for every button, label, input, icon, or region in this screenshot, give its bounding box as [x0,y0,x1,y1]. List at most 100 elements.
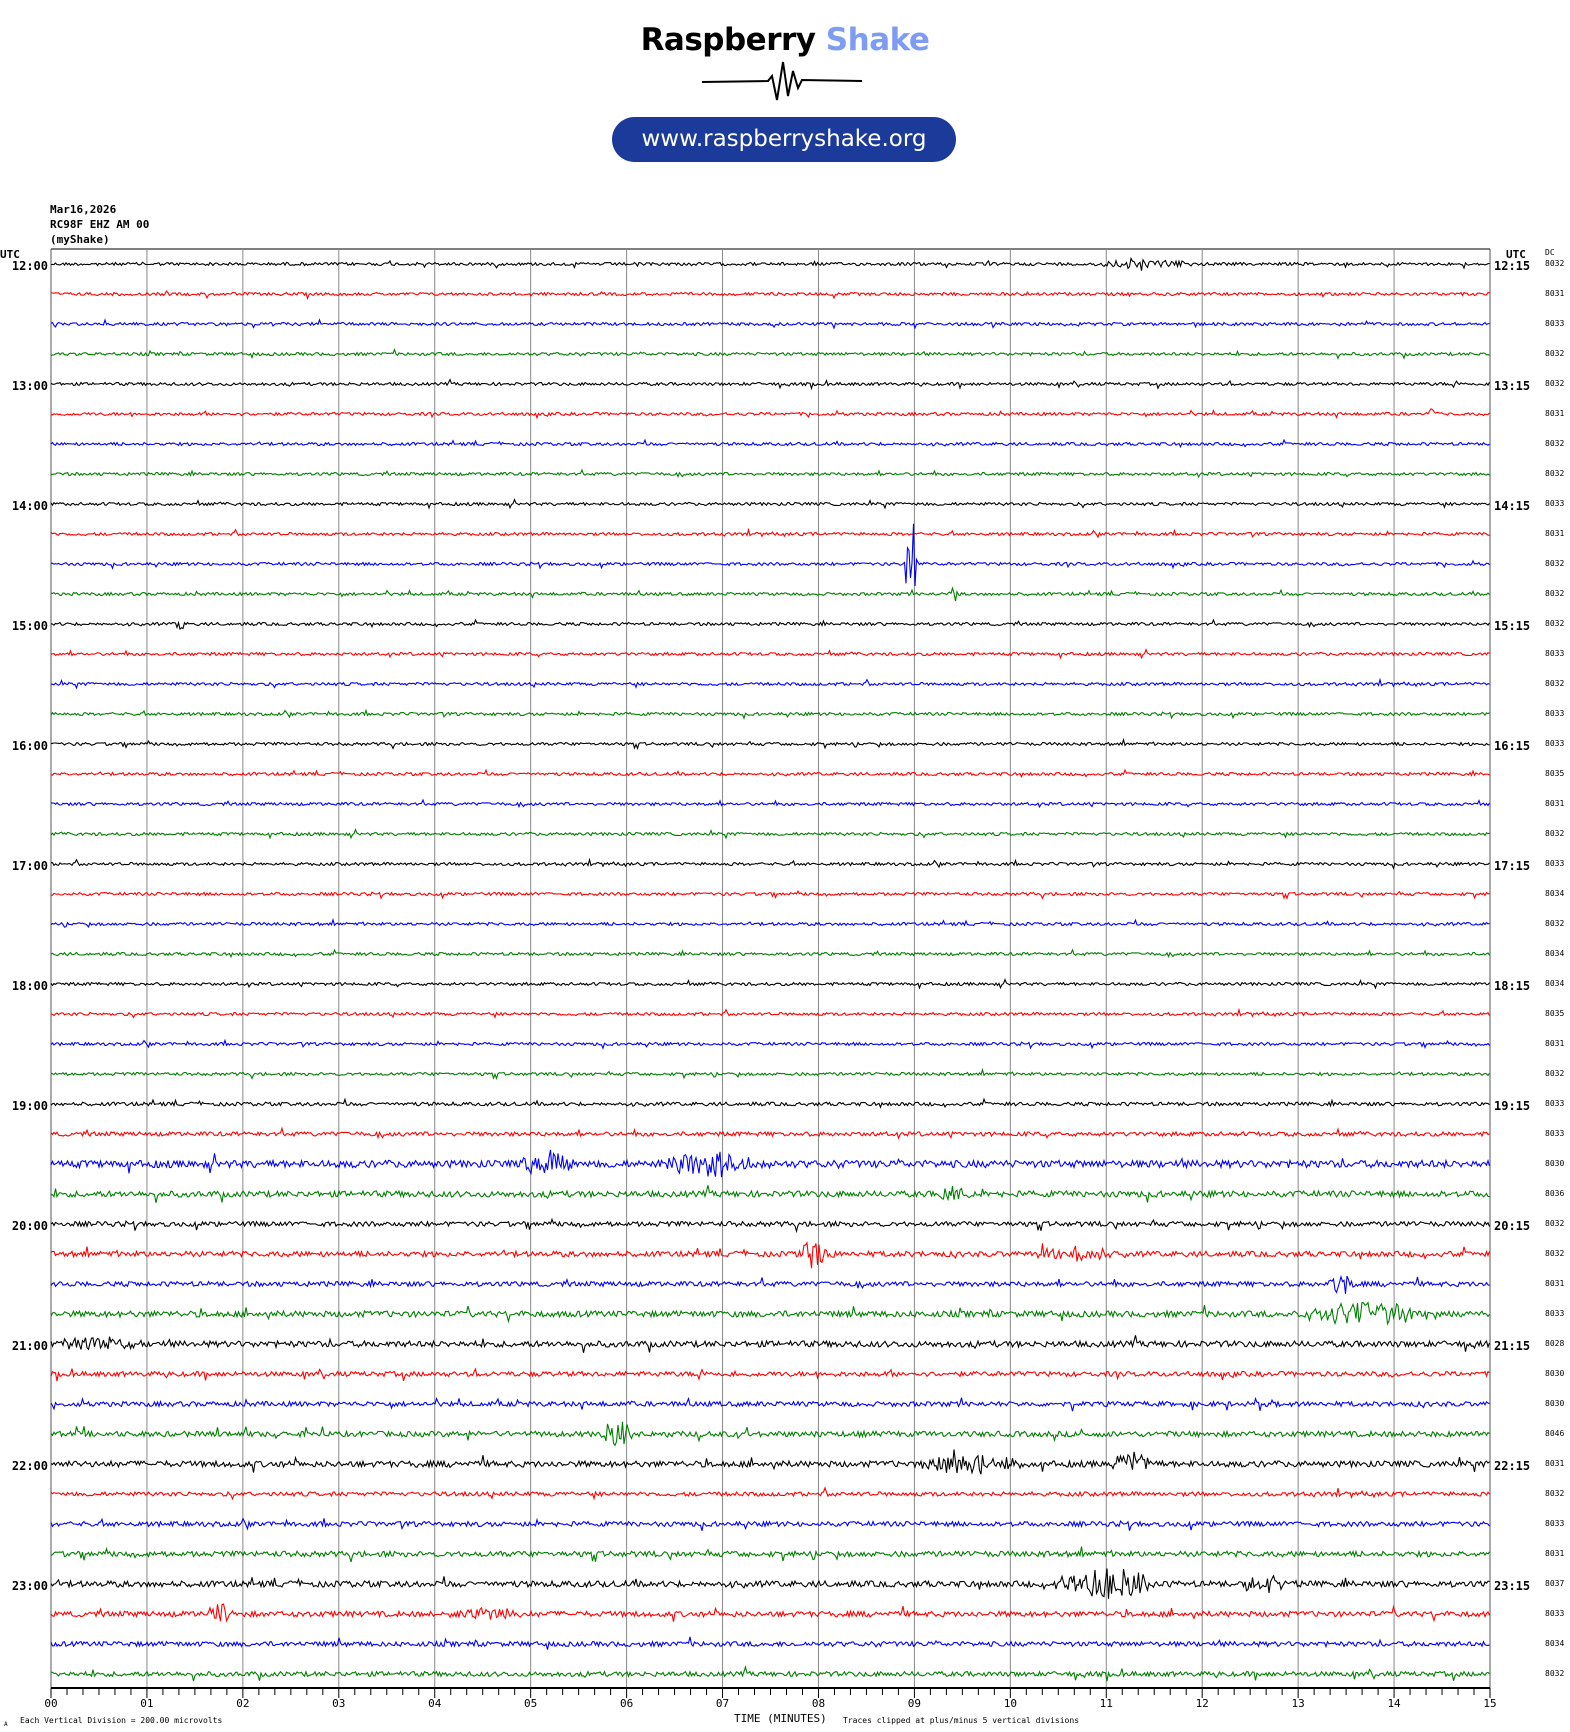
seismic-trace [50,648,1490,660]
dc-value: 8031 [1545,289,1565,298]
dc-value: 8031 [1545,1459,1565,1468]
left-time-label: 16:00 [11,739,48,753]
seismic-trace [50,1097,1490,1109]
dc-value: 8033 [1545,649,1565,658]
dc-value: 8030 [1545,1369,1565,1378]
dc-value: 8032 [1545,1489,1565,1498]
seismic-trace [50,1486,1490,1501]
seismic-trace [50,1007,1490,1019]
left-time-label: 20:00 [11,1219,48,1233]
dc-value: 8033 [1545,1099,1565,1108]
dc-value: 8032 [1545,1669,1565,1678]
station-label: RC98F EHZ AM 00 [50,218,150,231]
dc-value: 8032 [1545,1069,1565,1078]
logo-wordmark: Raspberry Shake [0,22,1570,58]
seismic-trace [50,618,1490,631]
dc-value: 8032 [1545,439,1565,448]
x-tick-label: 04 [428,1697,442,1710]
date-label: Mar16,2026 [50,203,117,216]
dc-value: 8032 [1545,469,1565,478]
dc-value: 8031 [1545,409,1565,418]
left-time-label: 22:00 [11,1459,48,1473]
seismic-trace [50,523,1490,587]
dc-value: 8035 [1545,1009,1565,1018]
x-tick-label: 03 [332,1697,346,1710]
seismic-trace [51,1664,1490,1682]
dc-value: 8032 [1545,829,1565,838]
x-tick-label: 01 [140,1697,154,1710]
seismic-trace [50,1274,1490,1294]
right-utc-label: UTC [1506,248,1526,261]
dc-value: 8028 [1545,1339,1565,1348]
dc-value: 8033 [1545,499,1565,508]
right-time-label: 20:15 [1494,1219,1531,1233]
x-tick-label: 11 [1099,1697,1113,1710]
x-tick-label: 10 [1003,1697,1017,1710]
right-time-label: 23:15 [1494,1579,1531,1593]
seismic-trace [50,1067,1490,1080]
dc-value: 8034 [1545,1639,1565,1648]
dc-value: 8032 [1545,1219,1565,1228]
dc-value: 8033 [1545,1309,1565,1318]
dc-value: 8033 [1545,859,1565,868]
left-time-label: 14:00 [11,499,48,513]
dc-value: 8031 [1545,799,1565,808]
dc-value: 8032 [1545,589,1565,598]
seismic-trace [50,527,1490,539]
x-tick-label: 09 [907,1697,922,1710]
dc-value: 8034 [1545,979,1565,988]
seismic-trace [50,378,1490,391]
seismic-trace [50,408,1490,420]
left-time-label: 21:00 [11,1339,48,1353]
dc-value: 8033 [1545,739,1565,748]
seismic-trace [50,318,1490,330]
seismic-trace [50,1546,1490,1563]
dc-value: 8034 [1545,889,1565,898]
seismic-trace [50,677,1490,690]
right-time-label: 17:15 [1494,859,1531,873]
dc-value: 8031 [1545,1039,1565,1048]
right-time-label: 19:15 [1494,1099,1531,1113]
seismic-trace [50,917,1490,928]
seismic-trace [50,498,1490,510]
dc-value: 8032 [1545,679,1565,688]
right-time-label: 22:15 [1494,1459,1531,1473]
dc-value: 8035 [1545,769,1565,778]
dc-value: 8034 [1545,949,1565,958]
seismic-trace [50,1517,1490,1531]
dc-value: 8033 [1545,709,1565,718]
seismic-trace [50,768,1490,779]
seismic-trace [50,1367,1490,1382]
scale-note: Each Vertical Division = 200.00 microvol… [20,1716,223,1725]
dc-value: 8030 [1545,1399,1565,1408]
logo-word-raspberry: Raspberry [640,22,816,58]
seismic-trace [50,737,1490,750]
seismic-trace [50,1568,1490,1599]
dc-value: 8031 [1545,1549,1565,1558]
left-time-label: 23:00 [11,1579,48,1593]
website-link[interactable]: www.raspberryshake.org [612,117,956,162]
right-time-label: 12:15 [1494,259,1531,273]
seismic-trace [50,1038,1490,1050]
seismic-trace [50,798,1490,809]
seismic-trace [50,586,1490,602]
right-time-label: 14:15 [1494,499,1531,513]
seismic-trace [51,857,1490,870]
x-tick-label: 07 [715,1697,730,1710]
seismic-trace [50,1217,1491,1234]
x-tick-label: 08 [811,1697,826,1710]
clip-note: Traces clipped at plus/minus 5 vertical … [843,1716,1080,1725]
dc-value: 8032 [1545,379,1565,388]
network-label: (myShake) [50,233,110,246]
x-tick-label: 15 [1483,1697,1497,1710]
seismic-trace [50,828,1490,840]
left-time-label: 15:00 [11,619,48,633]
seismic-trace [50,1636,1490,1650]
seismic-trace [50,290,1490,301]
left-time-label: 12:00 [11,259,48,273]
dc-value: 8046 [1545,1429,1565,1438]
seismic-trace [50,1335,1491,1353]
dc-value: 8032 [1545,919,1565,928]
dc-value: 8032 [1545,619,1565,628]
